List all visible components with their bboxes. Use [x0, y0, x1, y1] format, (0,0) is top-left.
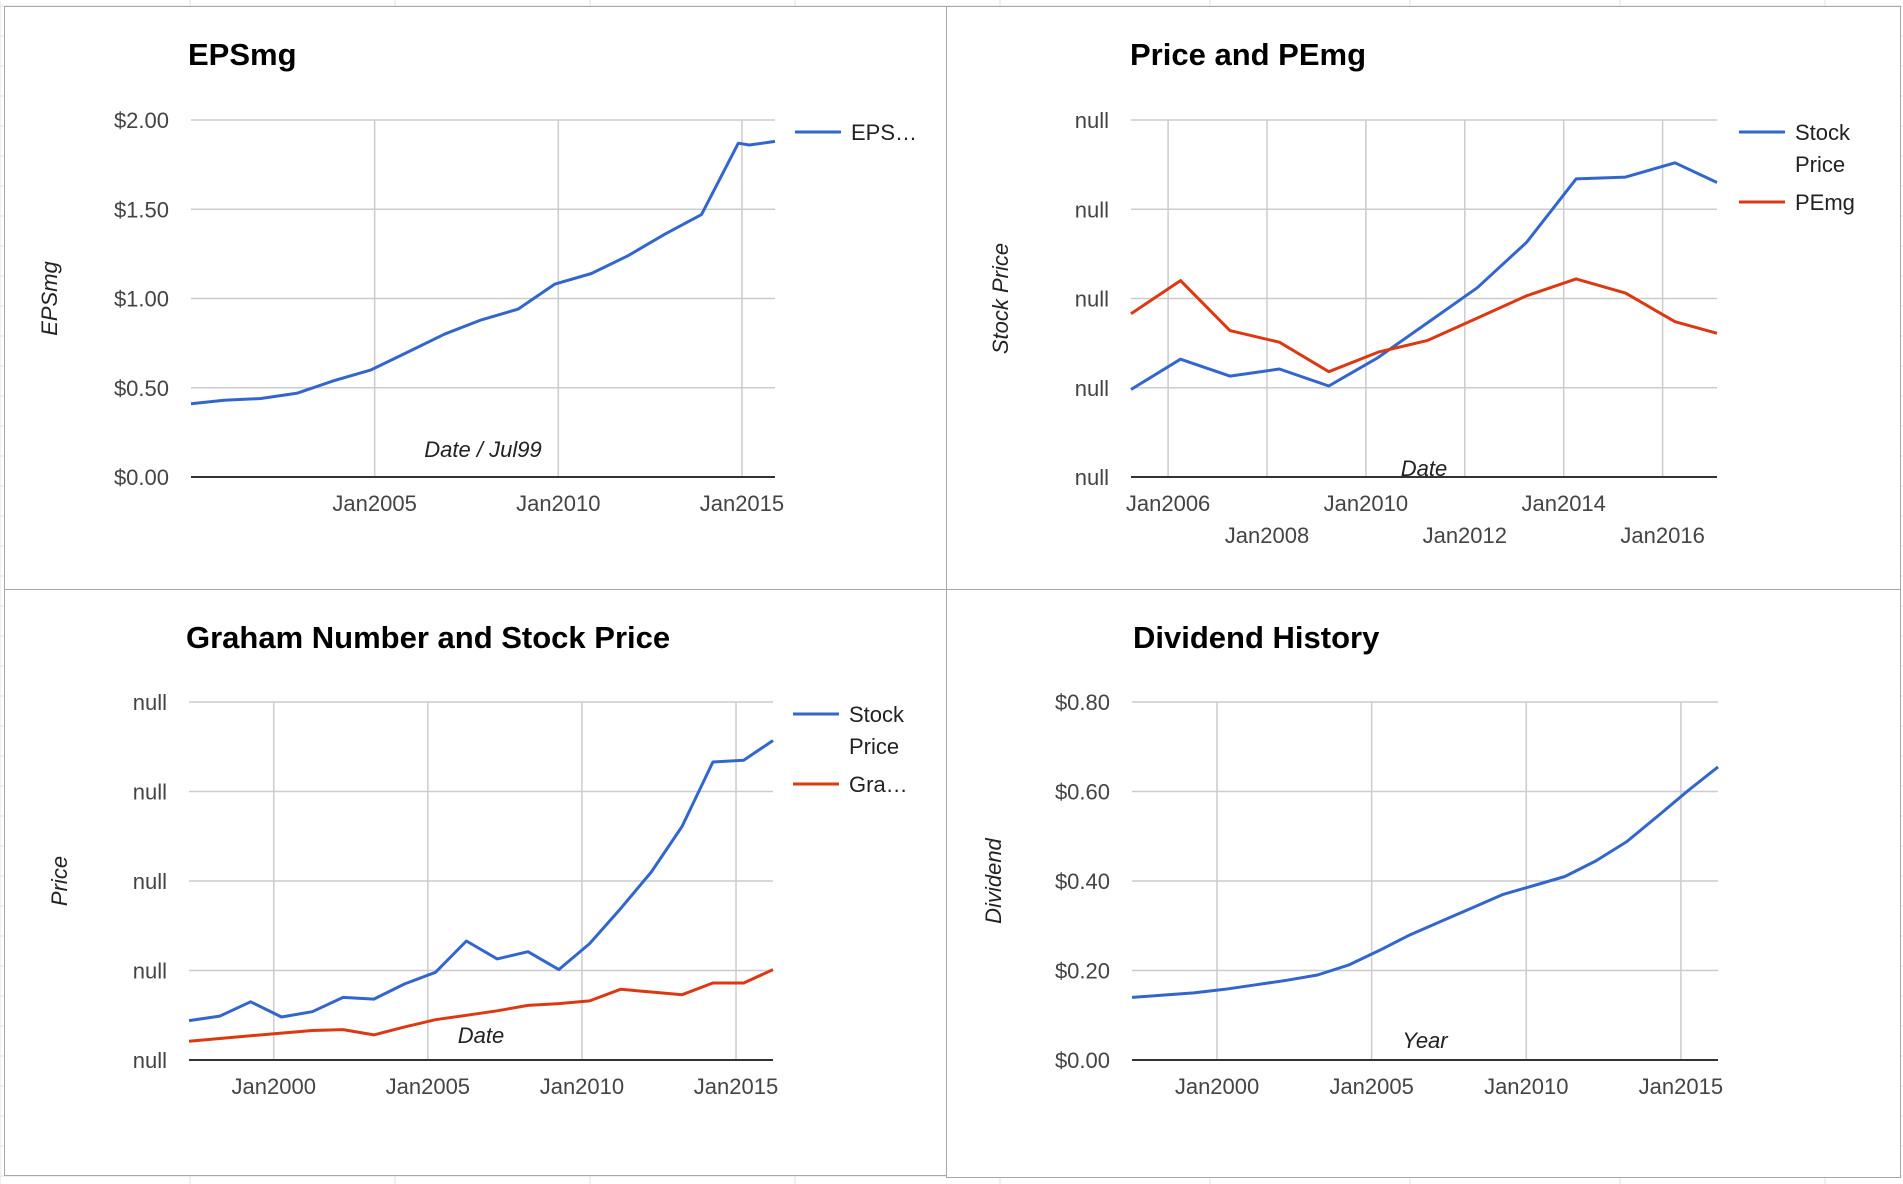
series-line — [190, 139, 776, 406]
x-tick-label: Jan2015 — [700, 491, 784, 516]
y-tick-label: null — [133, 959, 167, 984]
x-tick-label: Jan2014 — [1521, 491, 1605, 516]
x-tick-label: Jan2000 — [232, 1074, 316, 1099]
legend-label-line: Stock — [1795, 120, 1851, 145]
chart-title: Price and PEmg — [1130, 37, 1366, 72]
y-tick-label: null — [133, 780, 167, 805]
legend-label: Stock Price — [849, 702, 905, 759]
y-tick-label: $0.50 — [114, 376, 169, 401]
y-tick-label: $2.00 — [114, 108, 169, 133]
y-tick-label: $1.50 — [114, 197, 169, 222]
x-tick-label: Jan2010 — [516, 491, 600, 516]
x-tick-label: Jan2015 — [694, 1074, 778, 1099]
y-axis-label: Stock Price — [988, 243, 1013, 354]
x-axis-label: Date — [458, 1023, 504, 1048]
legend-label-line: Price — [1795, 152, 1845, 177]
x-tick-label: Jan2005 — [332, 491, 416, 516]
legend-label-line: Stock — [849, 702, 905, 727]
y-tick-label: $0.40 — [1055, 869, 1110, 894]
y-tick-label: $0.00 — [114, 465, 169, 490]
x-tick-label: Jan2015 — [1639, 1074, 1723, 1099]
series-line — [1130, 277, 1718, 374]
y-tick-label: null — [1075, 197, 1109, 222]
y-tick-label: null — [1075, 465, 1109, 490]
y-axis-label: Price — [47, 856, 72, 906]
x-axis-label: Date — [1401, 456, 1447, 481]
x-tick-label: Jan2006 — [1126, 491, 1210, 516]
y-tick-label: null — [1075, 108, 1109, 133]
x-tick-label: Jan2010 — [1484, 1074, 1568, 1099]
legend-label: PEmg — [1795, 190, 1855, 215]
chart-panel-price-and-pemg[interactable]: Price and PEmg null null null null null Jan200… — [946, 6, 1901, 591]
graham-chart-svg: Graham Number and Stock Price null null nul… — [47, 620, 908, 1099]
y-tick-label: $0.60 — [1055, 780, 1110, 805]
legend-label: EPS… — [851, 120, 917, 145]
y-axis-label: EPSmg — [37, 260, 62, 335]
y-tick-label: $0.20 — [1055, 959, 1110, 984]
x-tick-label: Jan2005 — [1329, 1074, 1413, 1099]
legend-label-line: Price — [849, 734, 899, 759]
x-tick-label: Jan2000 — [1175, 1074, 1259, 1099]
y-tick-label: $0.80 — [1055, 690, 1110, 715]
x-tick-label: Jan2016 — [1620, 523, 1704, 548]
series-line — [1130, 161, 1718, 391]
dividend-chart-svg: Dividend History $0.00 $0.20 $0.40 $0.60 $0.8… — [981, 620, 1723, 1099]
epsmg-chart-svg: EPSmg $0.00 $0.50 $1.00 $1.50 $2.00 Jan2005 Jan… — [37, 37, 917, 516]
y-tick-label: null — [133, 869, 167, 894]
legend-label: Stock Price — [1795, 120, 1851, 177]
y-axis-label: Dividend — [981, 837, 1006, 923]
legend-label: Gra… — [849, 772, 908, 797]
x-tick-label: Jan2005 — [386, 1074, 470, 1099]
x-tick-label: Jan2008 — [1225, 523, 1309, 548]
y-tick-label: null — [1075, 287, 1109, 312]
x-axis-label: Year — [1402, 1028, 1449, 1053]
chart-panel-graham-number[interactable]: Graham Number and Stock Price null null nul… — [4, 589, 948, 1176]
price-pemg-chart-svg: Price and PEmg null null null null null Jan200… — [988, 37, 1855, 548]
x-tick-label: Jan2012 — [1423, 523, 1507, 548]
chart-title: Dividend History — [1133, 620, 1380, 655]
chart-panel-epsmg[interactable]: EPSmg $0.00 $0.50 $1.00 $1.50 $2.00 Jan2005 Jan… — [4, 6, 948, 591]
series-line — [188, 739, 774, 1023]
chart-title: EPSmg — [188, 37, 297, 72]
y-tick-label: null — [133, 1048, 167, 1073]
x-axis-label: Date / Jul99 — [424, 437, 541, 462]
y-tick-label: null — [1075, 376, 1109, 401]
series-line — [1131, 765, 1719, 999]
series-line — [188, 968, 774, 1043]
chart-title: Graham Number and Stock Price — [186, 620, 670, 655]
x-tick-label: Jan2010 — [540, 1074, 624, 1099]
chart-panel-dividend-history[interactable]: Dividend History $0.00 $0.20 $0.40 $0.60 $0.8… — [946, 589, 1901, 1178]
y-tick-label: $0.00 — [1055, 1048, 1110, 1073]
x-tick-label: Jan2010 — [1324, 491, 1408, 516]
y-tick-label: $1.00 — [114, 287, 169, 312]
y-tick-label: null — [133, 690, 167, 715]
